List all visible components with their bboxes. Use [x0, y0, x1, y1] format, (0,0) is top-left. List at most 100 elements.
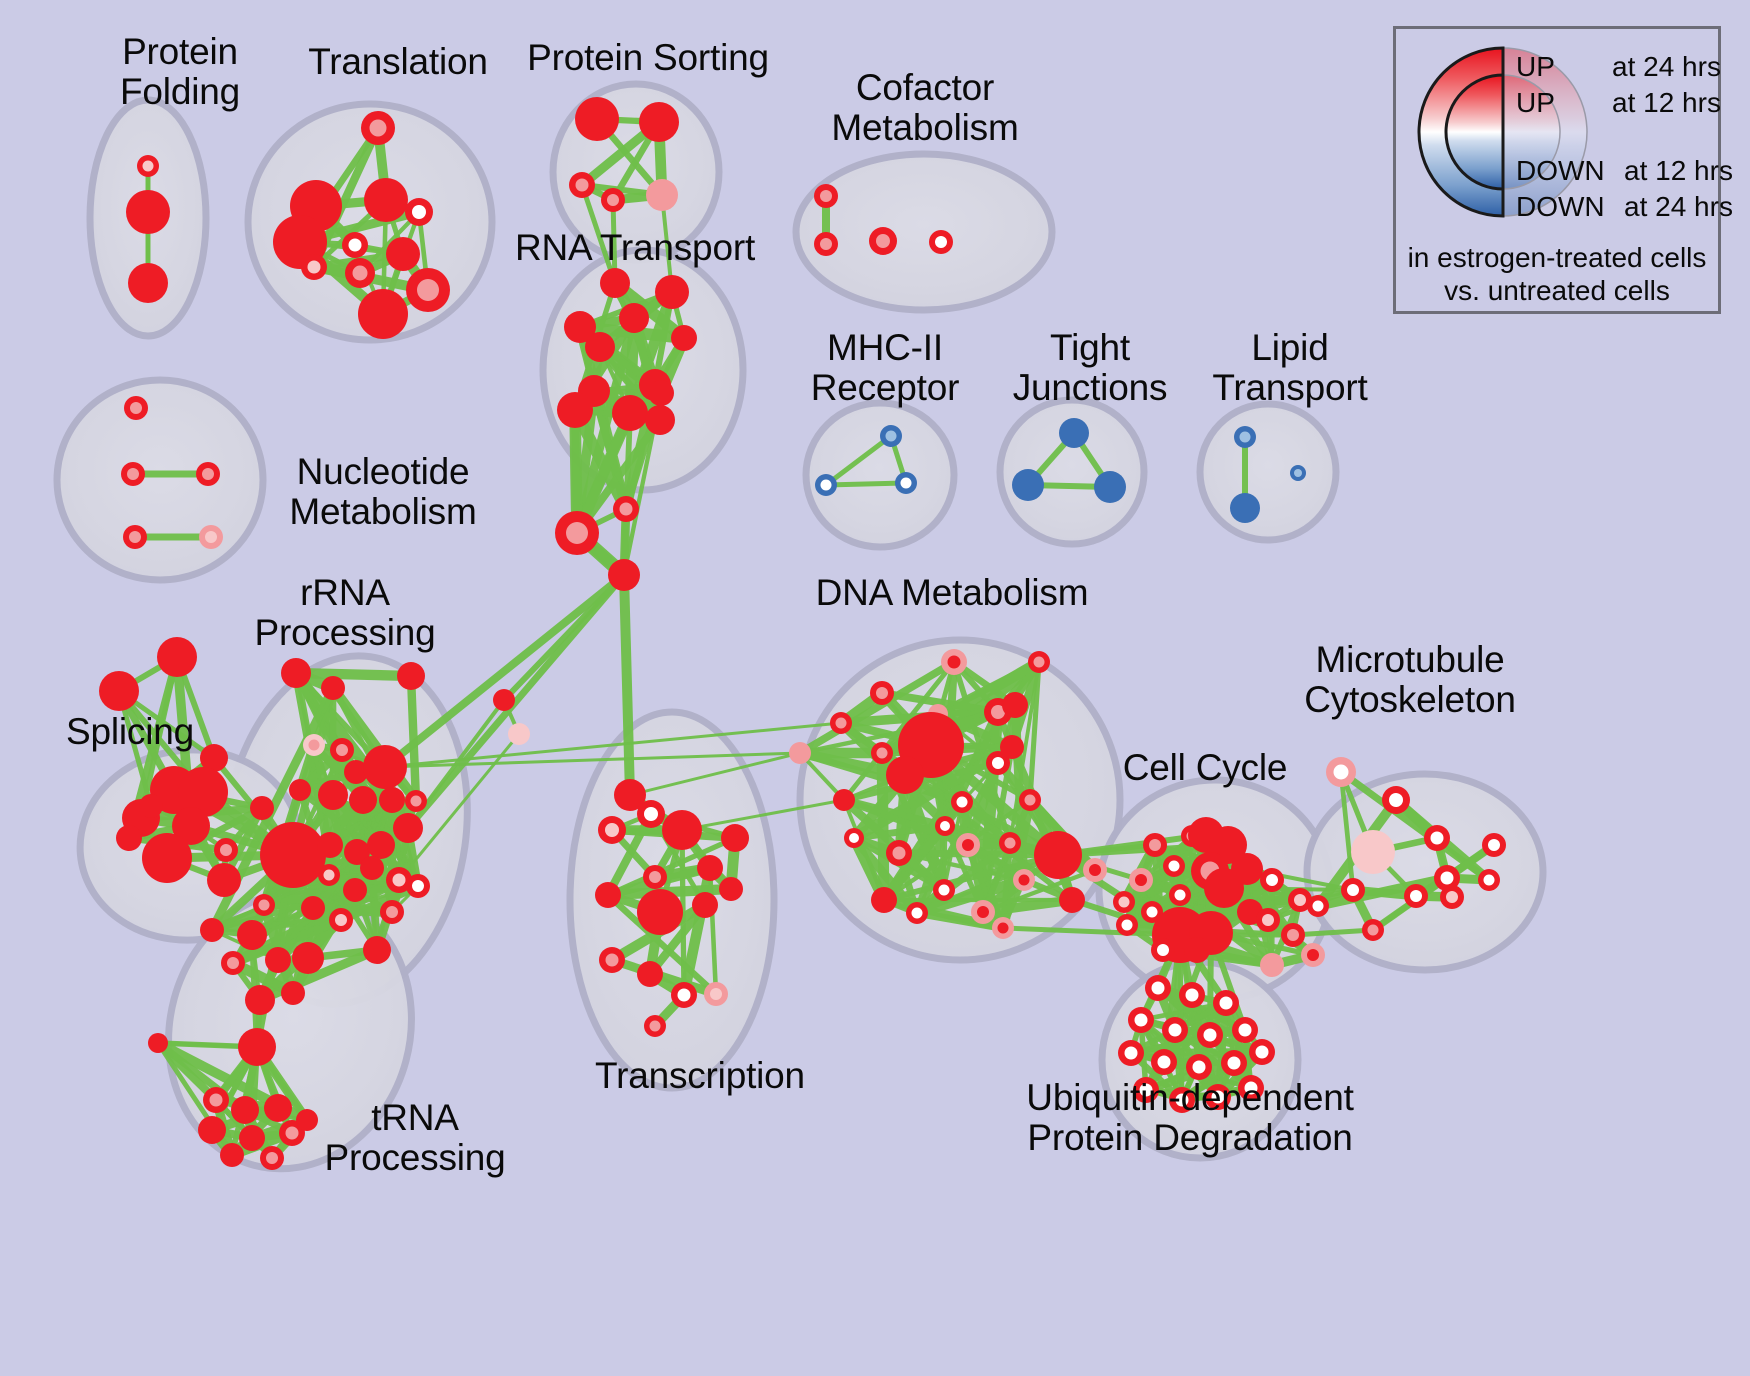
network-node — [386, 237, 420, 271]
cluster-label-nucleotide-metabolism: Nucleotide Metabolism — [289, 451, 477, 532]
network-node — [397, 662, 425, 690]
network-node — [906, 902, 928, 924]
network-node — [1382, 786, 1410, 814]
cluster-label-splicing: Splicing — [66, 711, 194, 752]
network-node — [1002, 692, 1028, 718]
network-node — [697, 855, 723, 881]
cluster-label-trna-processing: tRNA Processing — [324, 1097, 506, 1178]
network-node — [871, 742, 893, 764]
network-node — [1034, 831, 1082, 879]
network-node — [1151, 1049, 1177, 1075]
network-node — [598, 816, 626, 844]
network-node — [220, 1143, 244, 1167]
network-node — [296, 1109, 318, 1131]
network-node — [142, 833, 192, 883]
network-node — [601, 188, 625, 212]
cluster-label-protein-folding: Protein Folding — [120, 31, 240, 112]
network-node — [345, 258, 375, 288]
network-node — [157, 637, 197, 677]
network-node — [126, 190, 170, 234]
network-node — [203, 1087, 229, 1113]
network-node — [386, 867, 412, 893]
network-node — [1184, 937, 1210, 963]
network-node — [1113, 891, 1135, 913]
network-node — [406, 268, 450, 312]
network-node — [245, 985, 275, 1015]
network-node — [1059, 887, 1085, 913]
network-node — [555, 511, 599, 555]
network-node — [1482, 833, 1506, 857]
network-node — [1000, 735, 1024, 759]
legend-time-3: at 24 hrs — [1624, 191, 1733, 222]
network-node — [214, 838, 238, 862]
network-node — [1362, 919, 1384, 941]
network-node — [1424, 825, 1450, 851]
cluster-label-tight-junctions: Tight Junctions — [1012, 327, 1168, 408]
network-node — [814, 184, 838, 208]
network-node — [992, 917, 1014, 939]
legend-time-0: at 24 hrs — [1612, 51, 1721, 82]
network-node — [613, 496, 639, 522]
network-node — [289, 779, 311, 801]
network-node — [1440, 885, 1464, 909]
network-node — [644, 1015, 666, 1037]
network-node — [645, 405, 675, 435]
legend-state-1: UP — [1516, 87, 1555, 118]
network-node — [343, 878, 367, 902]
network-node — [281, 981, 305, 1005]
network-node — [1281, 923, 1305, 947]
network-node — [637, 961, 663, 987]
network-node — [1249, 1039, 1275, 1065]
network-node — [200, 744, 228, 772]
network-node — [361, 111, 395, 145]
network-node — [814, 232, 838, 256]
network-node — [342, 232, 368, 258]
network-node — [1238, 1075, 1264, 1101]
network-node — [815, 474, 837, 496]
network-node — [830, 712, 852, 734]
network-node — [1326, 757, 1356, 787]
network-node — [1169, 884, 1191, 906]
network-node — [358, 289, 408, 339]
network-node — [655, 275, 689, 309]
network-node — [595, 882, 621, 908]
network-node — [614, 779, 646, 811]
network-node — [1197, 1022, 1223, 1048]
network-node — [238, 1028, 276, 1066]
network-node — [941, 649, 967, 675]
legend-time-2: at 12 hrs — [1624, 155, 1733, 186]
network-node — [137, 155, 159, 177]
network-node — [237, 920, 267, 950]
network-node — [172, 807, 210, 845]
network-node — [643, 865, 667, 889]
network-node — [569, 172, 595, 198]
network-node — [999, 832, 1021, 854]
network-node — [564, 311, 596, 343]
network-node — [121, 462, 145, 486]
network-node — [1290, 465, 1306, 481]
network-node — [1260, 953, 1284, 977]
network-node — [253, 894, 275, 916]
network-node — [1301, 943, 1325, 967]
network-node — [646, 179, 678, 211]
network-node — [139, 794, 163, 818]
network-node — [1307, 895, 1329, 917]
network-node — [363, 936, 391, 964]
network-node — [303, 734, 325, 756]
cluster-label-dna-metabolism: DNA Metabolism — [815, 572, 1089, 613]
cluster-label-microtubule: Microtubule Cytoskeleton — [1304, 639, 1516, 720]
network-node — [1351, 830, 1395, 874]
network-node — [612, 395, 648, 431]
network-node — [360, 856, 384, 880]
network-node — [557, 392, 593, 428]
network-node — [260, 822, 326, 888]
network-node — [619, 303, 649, 333]
network-node — [405, 198, 433, 226]
network-node — [1163, 855, 1185, 877]
cluster-label-protein-sorting: Protein Sorting — [527, 37, 769, 78]
network-node — [231, 1096, 259, 1124]
network-node — [1288, 888, 1312, 912]
network-node — [1162, 1017, 1188, 1043]
network-node — [364, 178, 408, 222]
network-node — [318, 780, 348, 810]
